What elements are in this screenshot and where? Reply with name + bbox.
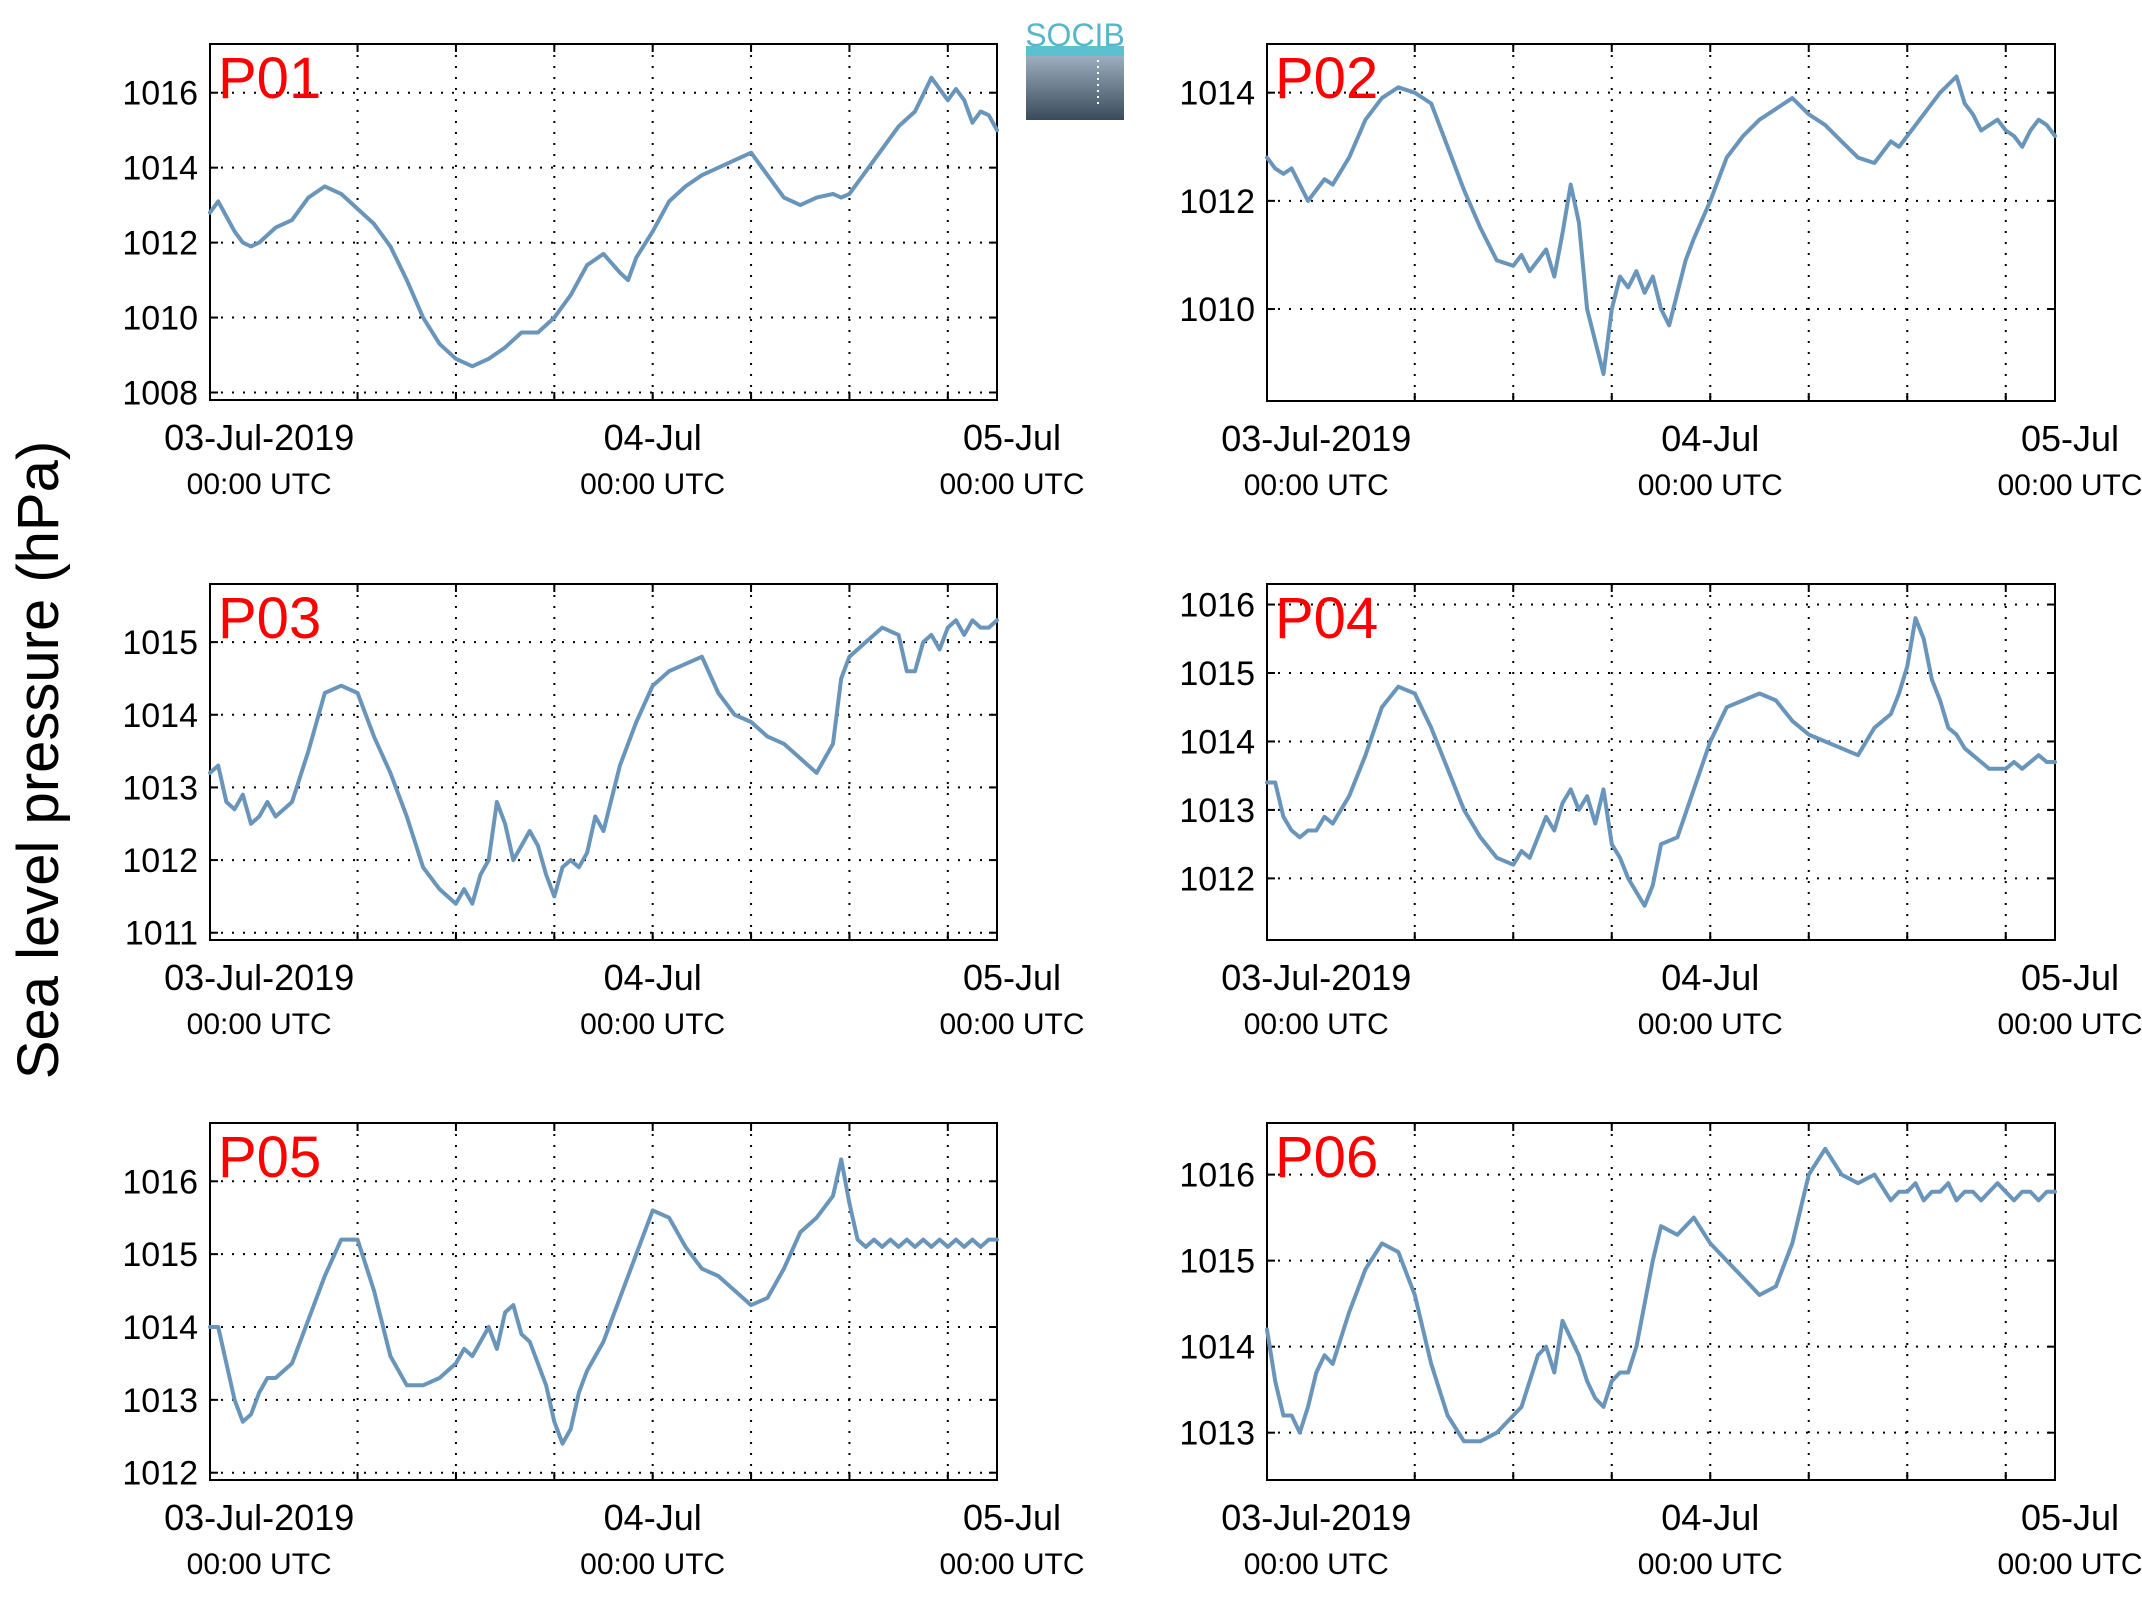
y-tick-label: 1012 [1179,860,1255,898]
axes-box [209,1122,998,1481]
series-line [208,1157,999,1446]
x-tick-label-date: 05-Jul [963,417,1061,458]
x-tick-label-time: 00:00 UTC [187,1548,332,1581]
x-tick-label-time: 00:00 UTC [187,468,332,501]
panel-label: P01 [218,46,321,111]
x-tick-label-date: 03-Jul-2019 [164,957,354,998]
series-line [208,75,999,369]
y-tick-label: 1012 [122,1455,198,1493]
x-tick-label-time: 00:00 UTC [939,1008,1084,1041]
y-tick-label: 1014 [122,150,198,188]
y-tick-label: 1013 [1179,792,1255,830]
y-tick-label: 1016 [1179,1157,1255,1195]
x-tick-label-time: 00:00 UTC [1244,1008,1389,1041]
axes-box [209,583,998,941]
x-tick-label-date: 05-Jul [2021,1497,2119,1538]
y-tick-label: 1014 [1179,1329,1255,1367]
x-tick-label-time: 00:00 UTC [580,1548,725,1581]
y-tick-label: 1016 [1179,587,1255,625]
x-tick-label-time: 00:00 UTC [939,468,1084,501]
x-tick-label-date: 05-Jul [2021,957,2119,998]
x-tick-label-time: 00:00 UTC [1244,1548,1389,1581]
x-tick-label-time: 00:00 UTC [1638,1548,1783,1581]
y-tick-label: 1015 [122,624,198,662]
y-tick-label: 1015 [1179,1243,1255,1281]
x-tick-label-time: 00:00 UTC [1997,1548,2142,1581]
x-tick-label-date: 04-Jul [604,1497,702,1538]
x-tick-label-date: 05-Jul [2021,418,2119,459]
x-tick-label-date: 03-Jul-2019 [164,417,354,458]
logo-text: SOCIB [1025,17,1125,53]
x-tick-label-date: 04-Jul [1661,418,1759,459]
axes-box [1266,43,2056,402]
x-tick-label-time: 00:00 UTC [939,1548,1084,1581]
axes-box [209,43,998,401]
y-tick-label: 1014 [1179,75,1255,113]
y-tick-label: 1015 [122,1236,198,1274]
x-tick-label-date: 04-Jul [1661,1497,1759,1538]
y-tick-label: 1014 [122,697,198,735]
x-tick-label-date: 05-Jul [963,1497,1061,1538]
panel-p01: 1008 1010 1012 1014 1016 03-Jul-2019 00:00 UTC… [122,43,1085,501]
y-tick-label: 1010 [122,300,198,338]
x-tick-label-time: 00:00 UTC [580,468,725,501]
x-tick-label-date: 04-Jul [604,417,702,458]
logo-wave-block [1026,54,1124,120]
x-tick-label-time: 00:00 UTC [1997,1008,2142,1041]
panel-label: P06 [1275,1125,1378,1190]
panel-p03: 1011 1012 1013 1014 1015 03-Jul-2019 00:00 UTC… [122,583,1085,1041]
y-tick-label: 1013 [1179,1415,1255,1453]
y-tick-label: 1012 [122,225,198,263]
socib-logo: SOCIB [1025,17,1125,120]
series-line [1265,1146,2057,1444]
x-tick-label-time: 00:00 UTC [1244,469,1389,502]
series-line [1265,616,2057,908]
panel-label: P05 [218,1125,321,1190]
x-tick-label-date: 03-Jul-2019 [164,1497,354,1538]
axes-box [1266,1122,2056,1481]
panels: 1008 1010 1012 1014 1016 03-Jul-2019 00:00 UTC… [122,43,2142,1581]
x-tick-label-time: 00:00 UTC [1997,469,2142,502]
series-line [1265,74,2057,376]
panel-p02: 1010 1012 1014 03-Jul-2019 00:00 UTC 04-Jul 00… [1179,43,2142,502]
y-tick-label: 1014 [1179,723,1255,761]
y-axis-label: Sea level pressure (hPa) [6,441,71,1079]
x-tick-label-time: 00:00 UTC [187,1008,332,1041]
y-tick-label: 1012 [1179,183,1255,221]
x-tick-label-time: 00:00 UTC [580,1008,725,1041]
y-tick-label: 1013 [122,769,198,807]
x-tick-label-date: 03-Jul-2019 [1221,418,1411,459]
x-tick-label-date: 05-Jul [963,957,1061,998]
y-tick-label: 1014 [122,1309,198,1347]
x-tick-label-date: 04-Jul [604,957,702,998]
panel-label: P02 [1275,46,1378,111]
x-tick-label-date: 04-Jul [1661,957,1759,998]
y-tick-label: 1016 [122,1163,198,1201]
x-tick-label-time: 00:00 UTC [1638,1008,1783,1041]
x-tick-label-date: 03-Jul-2019 [1221,1497,1411,1538]
y-tick-label: 1016 [122,75,198,113]
y-tick-label: 1015 [1179,655,1255,693]
panel-p06: 1013 1014 1015 1016 03-Jul-2019 00:00 UTC 04-J… [1179,1122,2142,1581]
y-tick-label: 1013 [122,1382,198,1420]
panel-label: P04 [1275,586,1378,651]
x-tick-label-time: 00:00 UTC [1638,469,1783,502]
y-tick-label: 1010 [1179,291,1255,329]
logo-top-band [1026,46,1124,56]
panel-label: P03 [218,586,321,651]
y-tick-label: 1012 [122,842,198,880]
series-line [208,618,999,906]
y-tick-label: 1011 [125,915,198,953]
y-tick-label: 1008 [122,375,198,413]
panel-p04: 1012 1013 1014 1015 1016 03-Jul-2019 00:00 UTC… [1179,583,2142,1041]
panel-p05: 1012 1013 1014 1015 1016 03-Jul-2019 00:00 UTC… [122,1122,1085,1581]
x-tick-label-date: 03-Jul-2019 [1221,957,1411,998]
